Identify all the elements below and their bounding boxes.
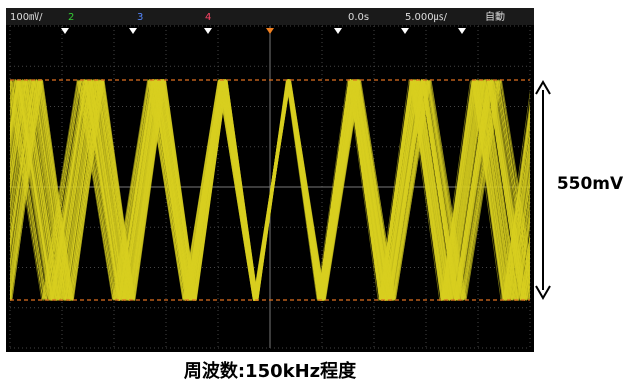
ch1-scale: 100㎷/ — [10, 12, 43, 23]
time-offset: 0.0s — [348, 12, 369, 23]
time-scale: 5.000㎲/ — [405, 12, 448, 23]
scope-screenshot: 100㎷/ 2 3 4 0.0s 5.000㎲/ 自動 550mV 周波数:15… — [0, 0, 628, 385]
acquire-mode: 自動 — [485, 10, 505, 23]
ch4-label: 4 — [205, 12, 211, 23]
amplitude-arrow — [536, 82, 550, 298]
caption: 周波数:150kHz程度 — [184, 360, 357, 382]
page: 100㎷/ 2 3 4 0.0s 5.000㎲/ 自動 550mV 周波数:15… — [0, 0, 628, 385]
amplitude-annotation: 550mV — [557, 174, 624, 194]
status-bar — [6, 8, 534, 25]
ch2-label: 2 — [68, 12, 74, 23]
ch3-label: 3 — [137, 12, 143, 23]
